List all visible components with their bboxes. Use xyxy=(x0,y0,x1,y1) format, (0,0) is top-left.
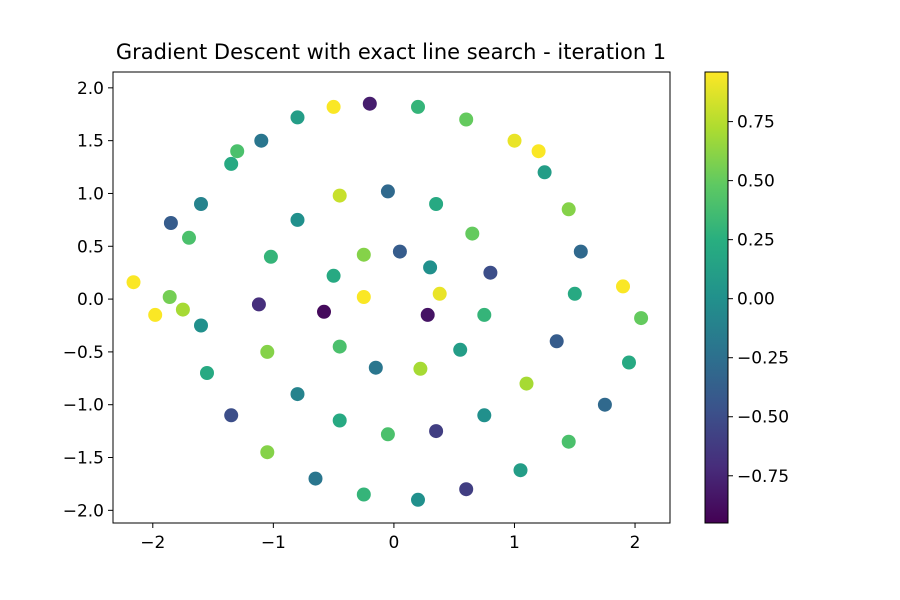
y-tick-label: 1.5 xyxy=(77,132,104,152)
scatter-point xyxy=(453,342,468,357)
colorbar-tick-label: −0.25 xyxy=(737,349,789,369)
scatter-point xyxy=(507,133,522,148)
scatter-point xyxy=(634,311,649,326)
scatter-point xyxy=(230,144,245,159)
scatter-point xyxy=(429,197,444,211)
scatter-point xyxy=(163,216,178,230)
scatter-point xyxy=(362,96,377,111)
y-tick-label: 0.5 xyxy=(77,237,104,257)
scatter-point xyxy=(513,463,528,478)
scatter-point xyxy=(308,471,323,486)
colorbar-tick-label: 0.25 xyxy=(737,231,775,251)
scatter-point xyxy=(290,110,305,125)
y-tick-label: −2.0 xyxy=(63,501,104,521)
scatter-point xyxy=(326,99,341,114)
scatter-point xyxy=(537,165,552,180)
scatter-points xyxy=(126,96,649,507)
scatter-point xyxy=(126,275,141,290)
scatter-point xyxy=(423,260,438,275)
scatter-point xyxy=(224,408,239,423)
y-tick-label: −1.0 xyxy=(63,396,104,416)
scatter-point xyxy=(356,247,371,262)
scatter-point xyxy=(332,339,347,354)
scatter-point xyxy=(260,344,275,359)
scatter-point xyxy=(413,361,428,376)
scatter-point xyxy=(332,413,347,428)
scatter-point xyxy=(483,265,498,280)
scatter-point xyxy=(368,360,383,375)
scatter-point xyxy=(148,307,163,322)
scatter-point xyxy=(420,307,435,322)
scatter-point xyxy=(162,290,177,304)
scatter-point xyxy=(477,408,492,423)
scatter-point xyxy=(465,226,480,241)
y-tick-label: 2.0 xyxy=(77,79,104,99)
scatter-point xyxy=(459,112,474,127)
scatter-point xyxy=(175,302,190,317)
x-axis: −2 −1 0 1 2 xyxy=(140,523,640,553)
y-tick-label: −0.5 xyxy=(63,343,104,363)
chart-title: Gradient Descent with exact line search … xyxy=(116,40,666,64)
y-tick-label: 1.0 xyxy=(77,184,104,204)
scatter-point xyxy=(549,334,564,349)
x-tick-label: 0 xyxy=(388,533,399,553)
scatter-point xyxy=(194,318,208,333)
scatter-point xyxy=(597,397,612,412)
scatter-point xyxy=(380,184,395,199)
scatter-point xyxy=(622,355,636,370)
colorbar-tick-label: 0.75 xyxy=(737,113,775,133)
colorbar-tick-label: −0.50 xyxy=(737,408,789,428)
scatter-point xyxy=(477,307,492,322)
plot-frame xyxy=(112,71,671,524)
colorbar-axis: 0.75 0.50 0.25 0.00 −0.25 −0.50 −0.75 xyxy=(728,113,789,487)
scatter-point xyxy=(290,212,305,227)
y-axis: 2.0 1.5 1.0 0.5 0.0 −0.5 −1.0 −1.5 −2.0 xyxy=(63,79,113,521)
scatter-point xyxy=(567,286,582,301)
scatter-point xyxy=(411,99,425,114)
scatter-point xyxy=(194,197,208,211)
colorbar-tick-label: 0.50 xyxy=(737,172,775,192)
scatter-point xyxy=(561,434,576,449)
scatter-point xyxy=(616,279,630,294)
scatter-point xyxy=(380,427,395,442)
colorbar-tick-label: −0.75 xyxy=(737,467,789,487)
scatter-point xyxy=(411,492,425,507)
y-tick-label: 0.0 xyxy=(77,290,104,310)
scatter-point xyxy=(290,387,305,402)
x-tick-label: 2 xyxy=(630,533,641,553)
scatter-point xyxy=(429,424,444,439)
scatter-point xyxy=(224,156,239,171)
x-tick-label: −2 xyxy=(140,533,165,553)
colorbar xyxy=(704,71,729,524)
colorbar-tick-label: 0.00 xyxy=(737,290,775,310)
scatter-point xyxy=(317,304,331,319)
scatter-point xyxy=(561,202,576,217)
scatter-point xyxy=(260,445,275,460)
scatter-point xyxy=(200,366,214,380)
scatter-point xyxy=(356,487,371,502)
scatter-point xyxy=(573,244,588,259)
y-tick-label: −1.5 xyxy=(63,449,104,469)
scatter-point xyxy=(519,376,534,391)
scatter-point xyxy=(251,297,266,312)
scatter-point xyxy=(531,144,546,159)
scatter-point xyxy=(459,482,474,497)
scatter-point xyxy=(332,188,347,203)
scatter-point xyxy=(432,286,447,301)
x-tick-label: 1 xyxy=(509,533,520,553)
scatter-point xyxy=(326,268,341,283)
scatter-point xyxy=(392,244,407,259)
scatter-point xyxy=(254,133,269,148)
scatter-point xyxy=(356,290,371,304)
scatter-point xyxy=(263,249,278,264)
scatter-point xyxy=(182,230,196,245)
x-tick-label: −1 xyxy=(261,533,286,553)
